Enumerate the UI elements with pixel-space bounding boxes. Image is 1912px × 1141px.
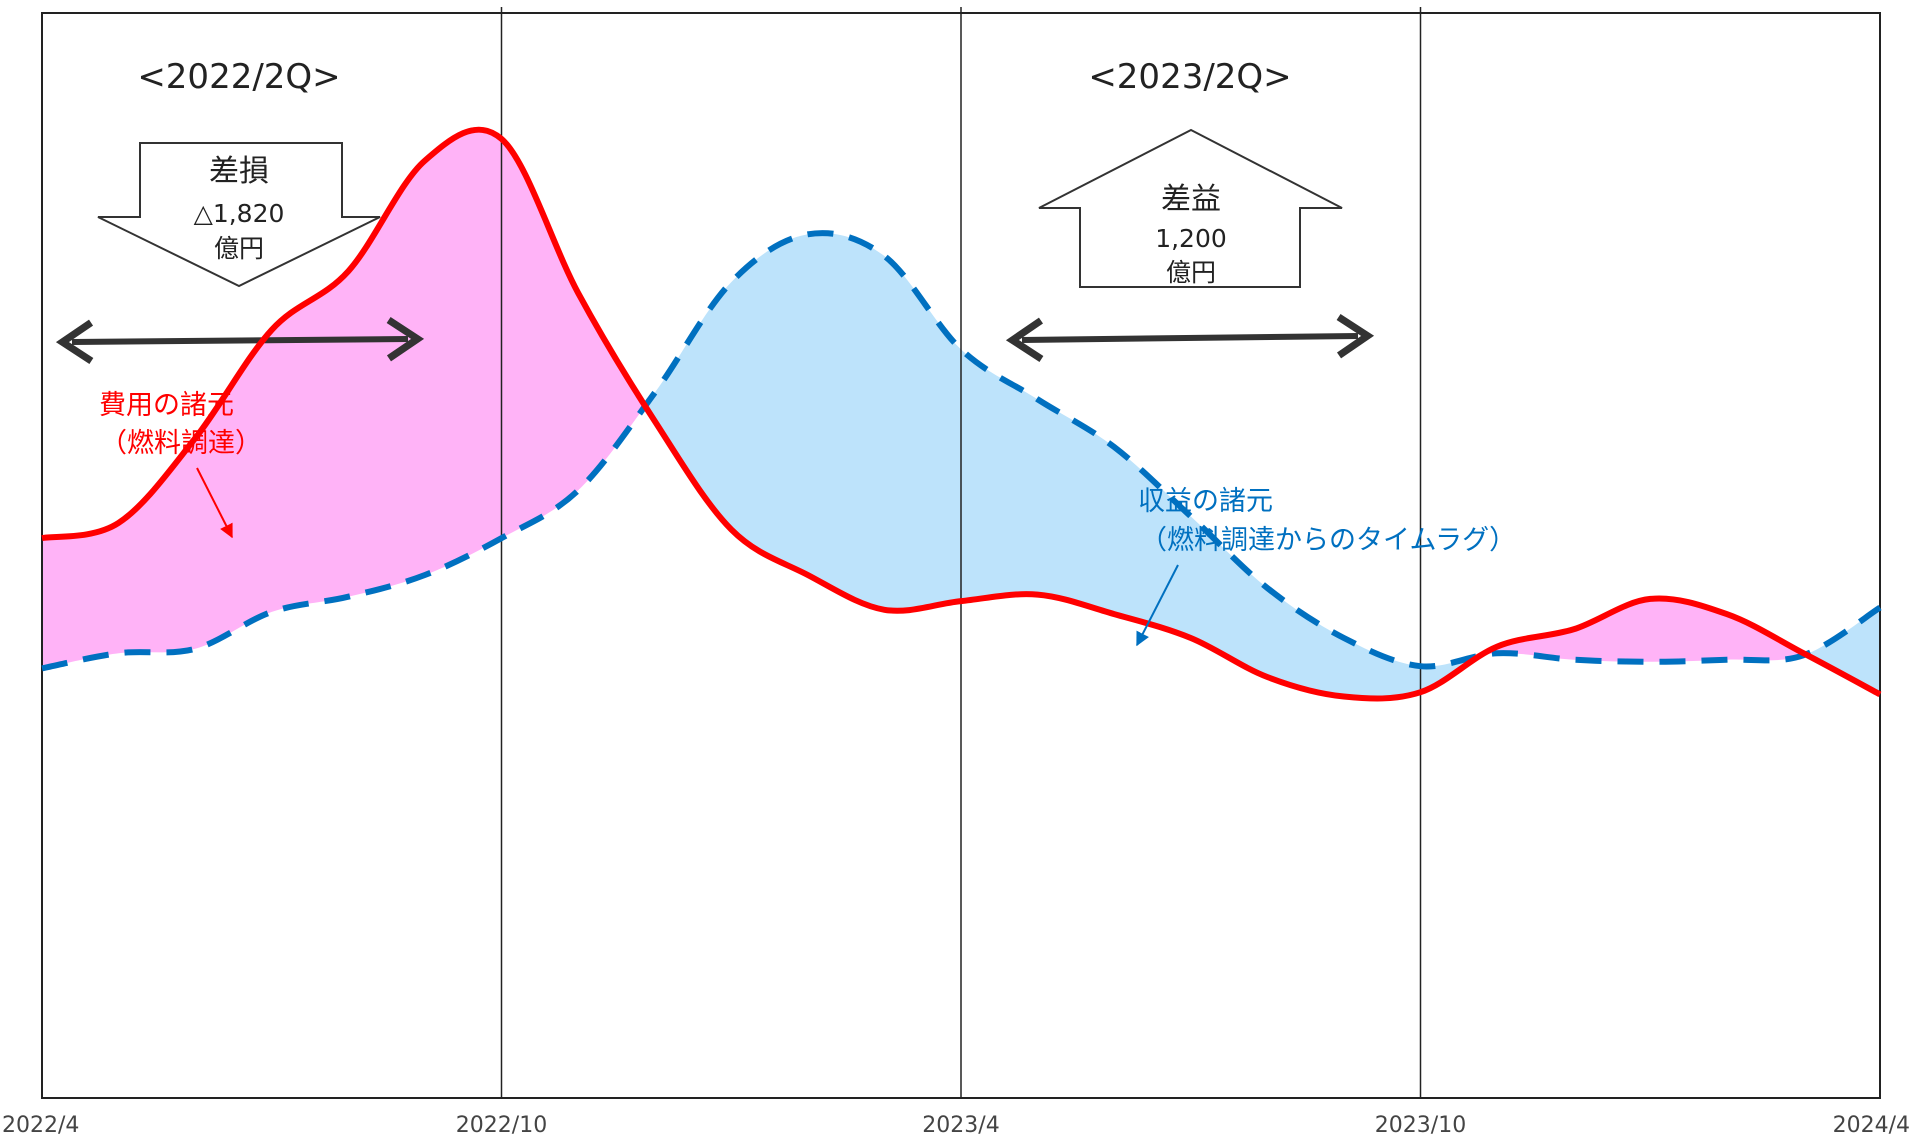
series-line-cost bbox=[41, 126, 1882, 702]
period-annotation-2023-2q: <2023/2Q> 差益 1,200 億円 bbox=[1005, 57, 1375, 362]
arrow-unit: 億円 bbox=[1166, 258, 1216, 287]
series-label-revenue: 収益の諸元 （燃料調達からのタイムラグ） bbox=[1136, 486, 1516, 647]
series-line-revenue bbox=[41, 230, 1882, 672]
double-arrow-icon bbox=[1005, 314, 1375, 362]
period-title: <2023/2Q> bbox=[1088, 57, 1291, 97]
x-tick-label: 2022/4 bbox=[2, 1113, 79, 1138]
series-label-line: 費用の諸元 bbox=[99, 390, 234, 421]
pointer-arrow-icon bbox=[196, 467, 233, 539]
x-tick-label: 2024/4 bbox=[1833, 1113, 1910, 1138]
x-tick-label: 2023/10 bbox=[1375, 1113, 1466, 1138]
series-lines bbox=[41, 126, 1882, 702]
x-tick-label: 2023/4 bbox=[922, 1113, 999, 1138]
series-label-line: （燃料調達） bbox=[100, 428, 262, 459]
period-annotation-2022-2q: <2022/2Q> 差損 △1,820 億円 bbox=[55, 57, 425, 365]
arrow-title: 差益 bbox=[1161, 182, 1221, 217]
series-label-line: 収益の諸元 bbox=[1138, 486, 1273, 517]
series-label-line: （燃料調達からのタイムラグ） bbox=[1140, 525, 1516, 556]
arrow-title: 差損 bbox=[209, 154, 269, 189]
arrow-value: △1,820 bbox=[194, 199, 285, 228]
double-arrow-icon bbox=[55, 316, 425, 365]
x-tick-label: 2022/10 bbox=[456, 1113, 547, 1138]
period-title: <2022/2Q> bbox=[137, 57, 340, 97]
x-axis-ticks: 2022/4 2022/10 2023/4 2023/10 2024/4 bbox=[2, 1113, 1910, 1138]
arrow-unit: 億円 bbox=[214, 234, 264, 263]
pointer-arrow-icon bbox=[1136, 564, 1179, 647]
series-label-cost: 費用の諸元 （燃料調達） bbox=[99, 390, 262, 539]
down-arrow-icon bbox=[97, 142, 381, 288]
up-arrow-icon bbox=[1038, 128, 1343, 288]
period-dividers bbox=[500, 7, 1422, 1098]
arrow-value: 1,200 bbox=[1155, 224, 1227, 253]
